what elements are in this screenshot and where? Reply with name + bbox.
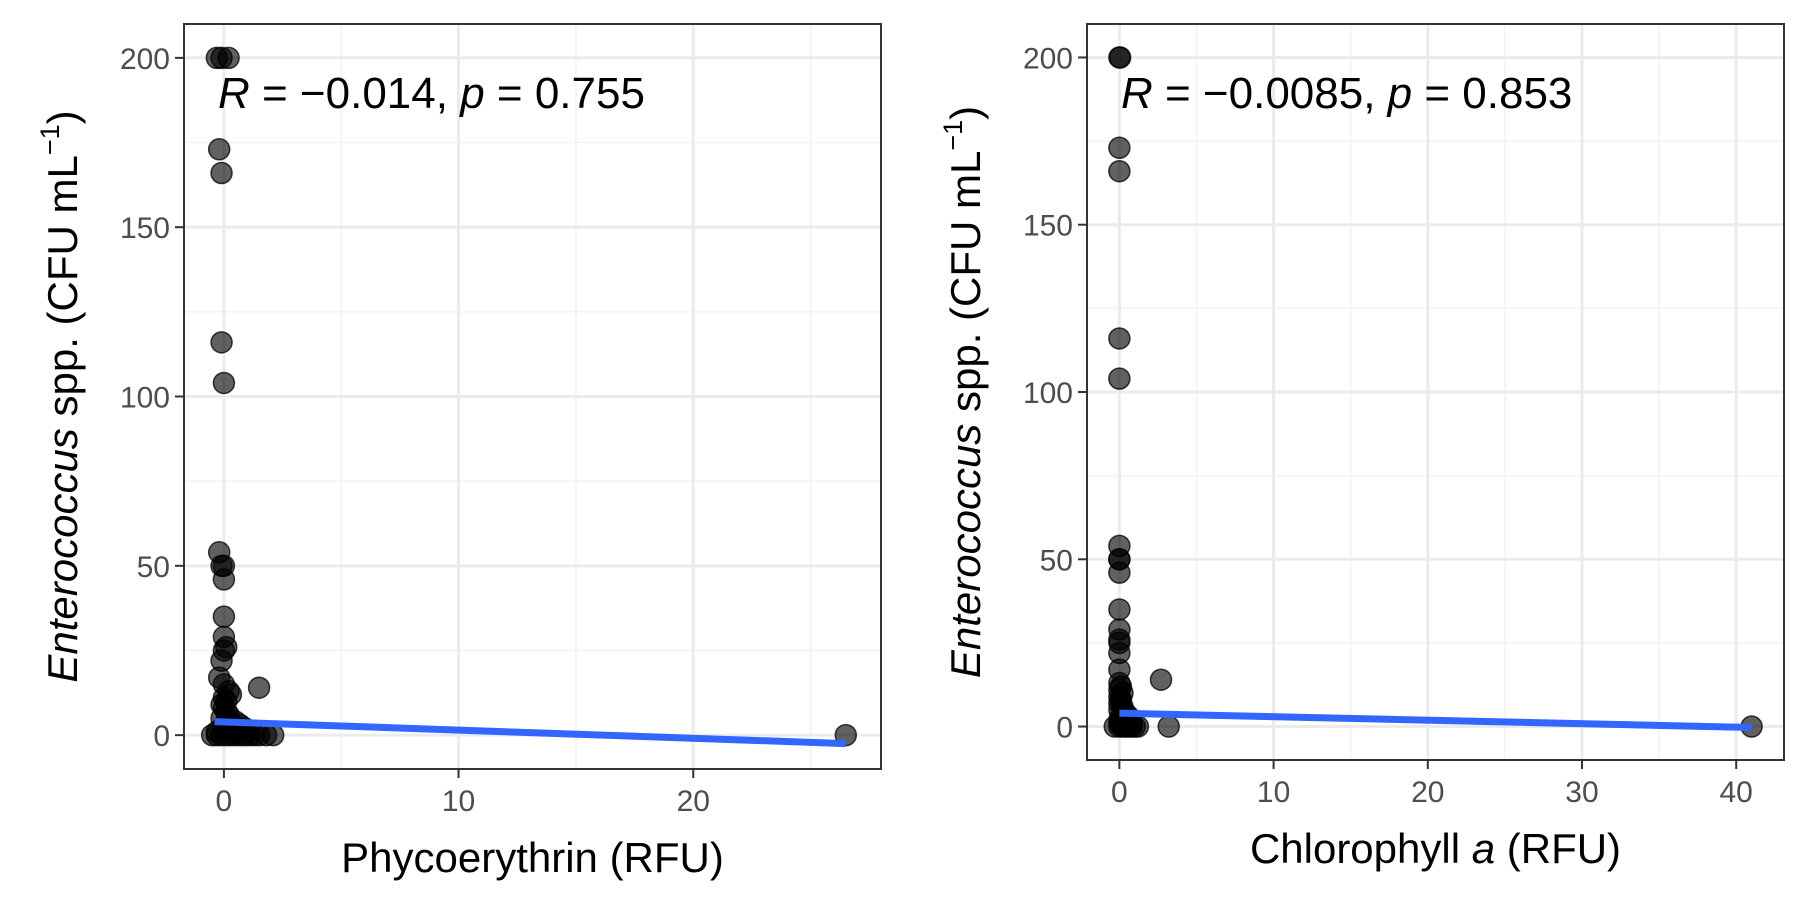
y-axis-title: Enterococcus spp. (CFU mL−1) bbox=[938, 106, 989, 678]
correlation-annotation: R = −0.014, p = 0.755 bbox=[218, 69, 645, 118]
correlation-annotation: R = −0.0085, p = 0.853 bbox=[1121, 69, 1572, 118]
data-point bbox=[1108, 327, 1131, 350]
y-tick-label: 50 bbox=[137, 551, 170, 584]
data-point bbox=[1108, 367, 1131, 390]
y-tick-label: 0 bbox=[153, 720, 170, 753]
x-tick-label: 10 bbox=[1257, 776, 1290, 809]
y-tick-label: 150 bbox=[120, 212, 170, 245]
x-tick-label: 30 bbox=[1565, 776, 1598, 809]
regression-line bbox=[214, 718, 846, 748]
data-point bbox=[210, 161, 233, 185]
regression-line bbox=[1119, 709, 1752, 732]
x-tick-label: 0 bbox=[216, 785, 233, 818]
data-point bbox=[1108, 598, 1131, 621]
y-tick-label: 100 bbox=[120, 382, 170, 415]
data-point bbox=[261, 723, 285, 747]
data-point bbox=[1108, 159, 1131, 183]
data-point bbox=[210, 46, 233, 70]
x-axis-title: Chlorophyll a (RFU) bbox=[1250, 825, 1621, 872]
data-point bbox=[1126, 715, 1150, 738]
y-axis-title-group: Enterococcus spp. (CFU mL−1) bbox=[938, 106, 989, 678]
y-tick-label: 200 bbox=[120, 43, 170, 76]
data-point bbox=[1149, 668, 1173, 691]
panel-1: 0 50 100 150 200 0 10 20 Phycoerythrin (RFU) Ente… bbox=[35, 23, 882, 881]
panel-2: 0 50 100 150 200 0 10 20 30 40 Chlorophyll a (RFU)… bbox=[938, 23, 1785, 872]
data-point bbox=[212, 568, 236, 591]
y-axis-title: Enterococcus spp. (CFU mL−1) bbox=[35, 110, 86, 682]
y-tick-label: 100 bbox=[1023, 377, 1073, 410]
x-tick-label: 40 bbox=[1720, 776, 1753, 809]
y-tick-label: 0 bbox=[1056, 712, 1073, 745]
x-tick-label: 20 bbox=[1411, 776, 1444, 809]
x-axis-title: Phycoerythrin (RFU) bbox=[341, 834, 724, 881]
data-point bbox=[1108, 561, 1131, 584]
y-tick-label: 200 bbox=[1023, 42, 1073, 75]
data-point bbox=[207, 138, 231, 161]
data-point bbox=[1108, 46, 1132, 69]
x-tick-label: 20 bbox=[677, 785, 710, 818]
x-tick-label: 10 bbox=[442, 785, 475, 818]
x-tick-label: 0 bbox=[1111, 776, 1128, 809]
data-point bbox=[247, 676, 271, 699]
data-point bbox=[1157, 715, 1180, 738]
y-tick-label: 150 bbox=[1023, 210, 1073, 243]
data-point bbox=[212, 605, 236, 628]
data-point bbox=[212, 371, 236, 395]
y-axis-title-group: Enterococcus spp. (CFU mL−1) bbox=[35, 110, 86, 682]
data-point bbox=[210, 331, 233, 354]
y-tick-label: 50 bbox=[1040, 544, 1073, 577]
data-point bbox=[1108, 136, 1131, 160]
